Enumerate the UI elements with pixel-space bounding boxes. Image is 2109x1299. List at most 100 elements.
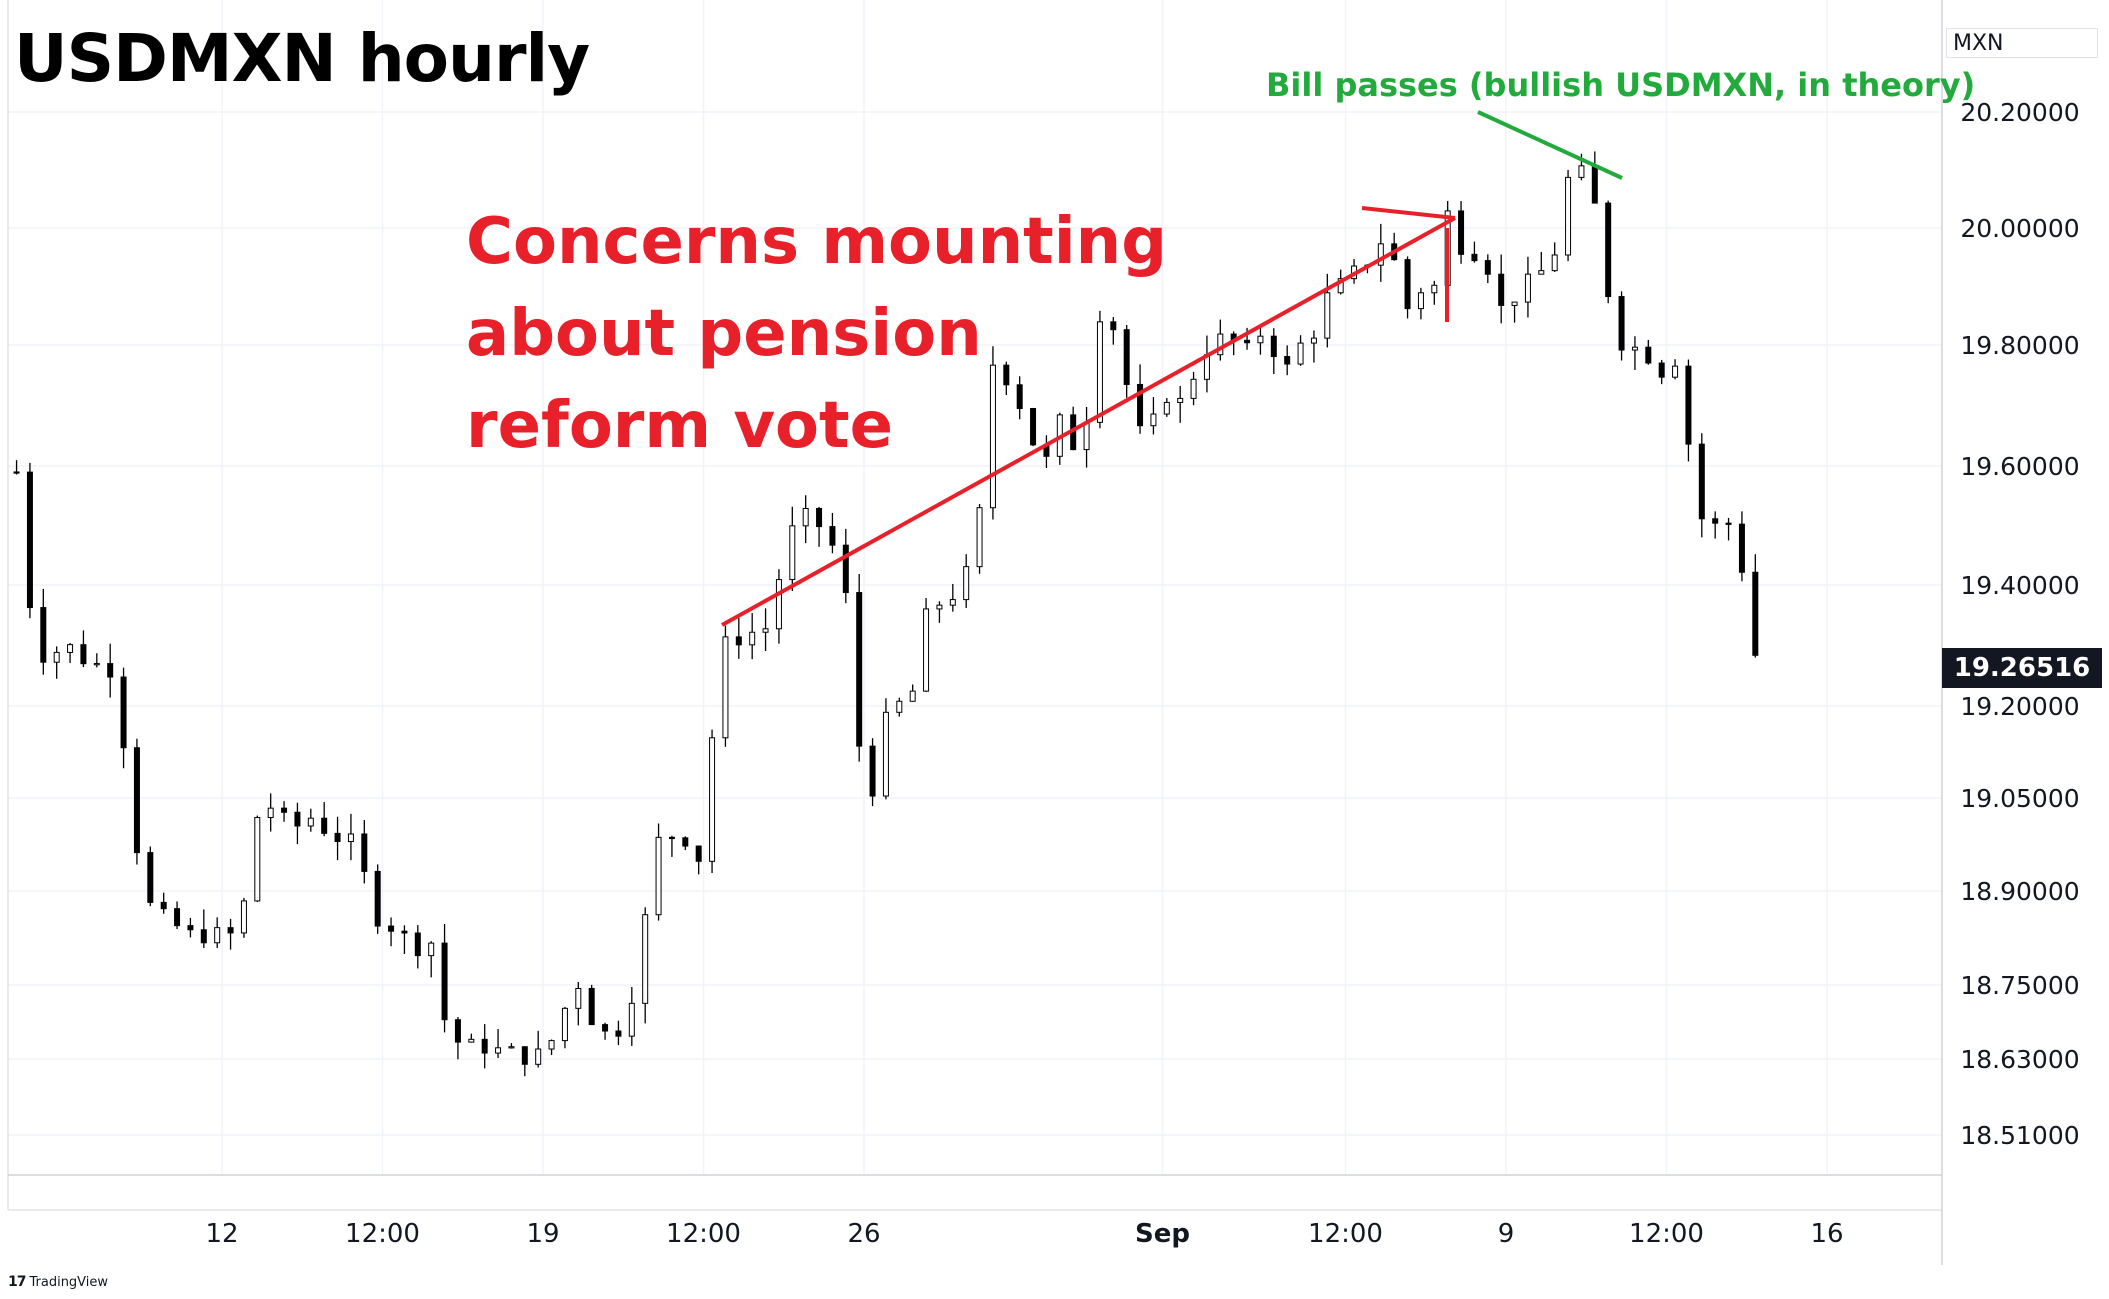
tradingview-logo-icon: 17 xyxy=(8,1274,27,1290)
candle-body xyxy=(347,833,354,843)
price-tick-label: 19.80000 xyxy=(1960,331,2079,360)
candle-body xyxy=(909,690,916,702)
candle-body xyxy=(856,592,863,747)
candle-body xyxy=(896,700,903,713)
candle-body xyxy=(1698,443,1705,520)
candle-body xyxy=(414,932,421,957)
candle-body xyxy=(374,870,381,927)
bill-pointer-line xyxy=(1477,110,1623,180)
time-tick-label: 12:00 xyxy=(1629,1219,1704,1249)
candle-body xyxy=(1431,284,1438,294)
candle-body xyxy=(214,927,221,944)
candle-body xyxy=(147,852,154,903)
candle-body xyxy=(240,900,247,934)
currency-unit-box[interactable]: MXN xyxy=(1946,28,2098,58)
candle-body xyxy=(1484,260,1491,275)
candle-body xyxy=(1030,408,1037,446)
candle-body xyxy=(1003,364,1010,386)
candle-body xyxy=(1123,329,1130,385)
candle-body xyxy=(1551,254,1558,272)
price-tick-label: 19.60000 xyxy=(1960,452,2079,481)
price-tick-label: 18.51000 xyxy=(1960,1121,2079,1150)
candle-body xyxy=(200,929,207,944)
candle-body xyxy=(842,544,849,594)
candle-body xyxy=(441,942,448,1021)
candle-body xyxy=(1137,383,1144,427)
candle-body xyxy=(294,811,301,827)
candle-body xyxy=(1016,384,1023,410)
price-tick-label: 19.40000 xyxy=(1960,571,2079,600)
price-axis[interactable]: 20.20000 20.00000 19.80000 19.60000 19.40000… xyxy=(1960,98,2079,1150)
candle-body xyxy=(254,817,261,902)
candle-body xyxy=(816,507,823,528)
candle-body xyxy=(1324,292,1331,339)
candle-body xyxy=(133,747,140,854)
candle-body xyxy=(1337,278,1344,294)
time-tick-label: 19 xyxy=(526,1219,559,1249)
candle-body xyxy=(963,566,970,601)
candle-body xyxy=(26,471,33,609)
candle-body xyxy=(1284,356,1291,365)
candle-body xyxy=(762,628,769,633)
candle-body xyxy=(1672,365,1679,378)
candle-body xyxy=(668,836,675,840)
time-tick-label: 12 xyxy=(205,1219,238,1249)
candle-body xyxy=(602,1024,609,1032)
time-tick-label: 9 xyxy=(1498,1219,1515,1249)
candle-body xyxy=(789,525,796,581)
time-tick-label: 12:00 xyxy=(345,1219,420,1249)
candle-body xyxy=(695,845,702,862)
candle-body xyxy=(334,832,341,843)
candle-body xyxy=(1605,202,1612,298)
candle-body xyxy=(1658,362,1665,378)
price-tick-label: 20.00000 xyxy=(1960,214,2079,243)
price-tick-label: 18.90000 xyxy=(1960,877,2079,906)
time-tick-label: 26 xyxy=(847,1219,880,1249)
trend-arrowhead-icon xyxy=(1361,206,1456,220)
candle-body xyxy=(1685,365,1692,445)
candle-body xyxy=(1565,176,1572,256)
candle-body xyxy=(775,579,782,630)
candle-body xyxy=(548,1040,555,1050)
candle-body xyxy=(40,607,47,663)
candle-body xyxy=(575,987,582,1009)
price-tick-label: 20.20000 xyxy=(1960,98,2079,127)
candle-body xyxy=(80,644,87,665)
candle-body xyxy=(361,833,368,872)
candle-body xyxy=(53,651,60,663)
candle-body xyxy=(160,901,167,910)
price-tick-label: 18.63000 xyxy=(1960,1045,2079,1074)
candle-body xyxy=(535,1048,542,1065)
candle-body xyxy=(1110,321,1117,331)
candle-body xyxy=(107,663,114,678)
candle-body xyxy=(923,608,930,692)
candle-body xyxy=(642,914,649,1004)
candle-body xyxy=(468,1038,475,1043)
candle-body xyxy=(1177,397,1184,403)
candle-body xyxy=(495,1047,502,1054)
candle-body xyxy=(93,663,100,666)
candle-body xyxy=(174,908,181,927)
annotation-bill-passes: Bill passes (bullish USDMXN, in theory) xyxy=(1266,66,1976,104)
candle-body xyxy=(1417,292,1424,310)
candle-body xyxy=(628,1002,635,1037)
candle-body xyxy=(1511,301,1518,306)
candle-body xyxy=(936,604,943,610)
candle-body xyxy=(561,1007,568,1042)
candle-body xyxy=(1257,335,1264,344)
candle-body xyxy=(1458,210,1465,255)
candle-body xyxy=(1645,346,1652,364)
candle-body xyxy=(1578,165,1585,178)
candle-body xyxy=(1404,259,1411,310)
tradingview-footer[interactable]: 17 TradingView xyxy=(8,1274,108,1290)
candle-body xyxy=(1310,337,1317,344)
trend-arrow-line xyxy=(721,216,1456,627)
last-price-badge: 19.26516 xyxy=(1942,648,2102,688)
time-tick-label: 12:00 xyxy=(1308,1219,1383,1249)
candle-body xyxy=(481,1038,488,1054)
candle-body xyxy=(120,676,127,749)
price-tick-label: 19.05000 xyxy=(1960,784,2079,813)
candle-body xyxy=(521,1046,528,1065)
time-axis[interactable]: 12 12:00 19 12:00 26 Sep 12:00 9 12:00 16 xyxy=(205,1219,1843,1249)
